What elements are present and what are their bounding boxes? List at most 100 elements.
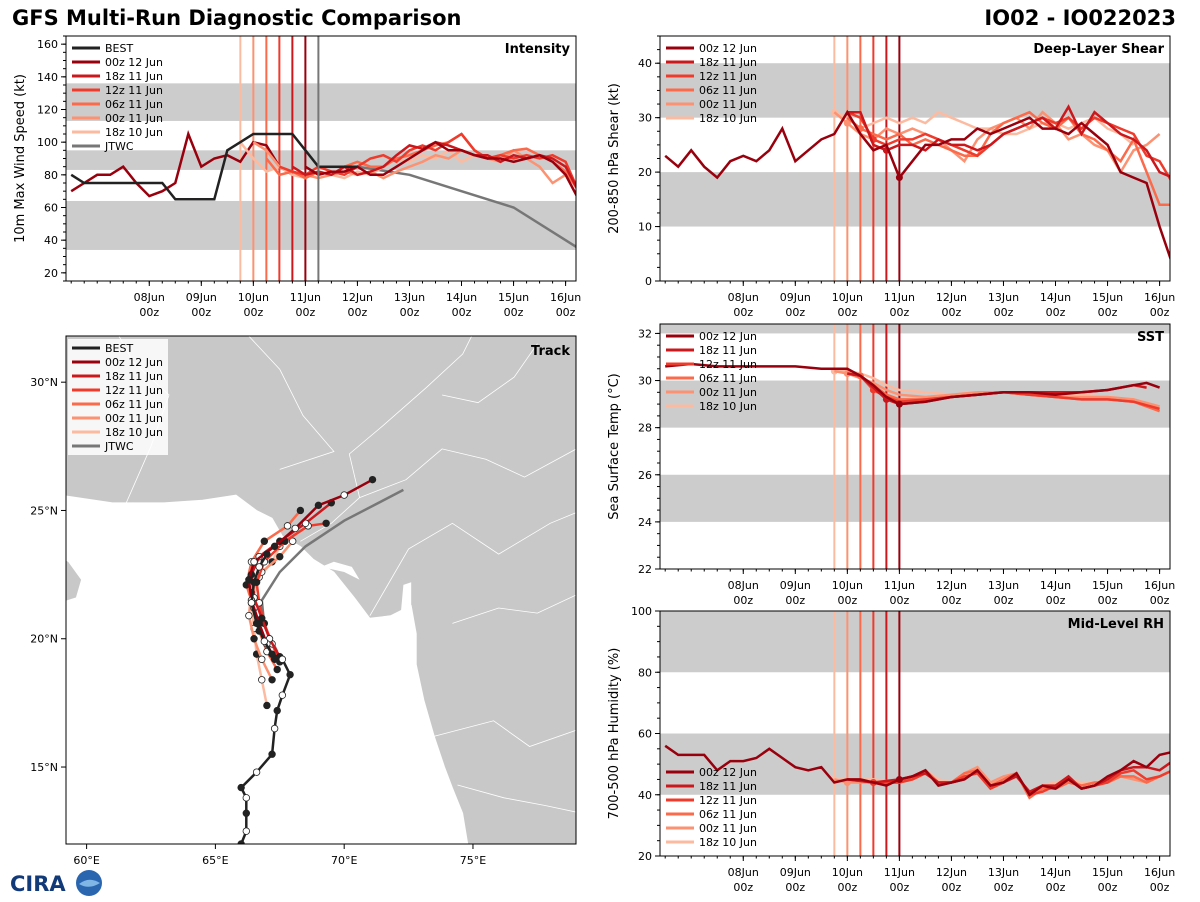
x-tick-label-hour: 00z — [733, 306, 753, 319]
y-axis-label: 200-850 hPa Shear (kt) — [607, 83, 622, 234]
track-point — [301, 519, 310, 527]
x-tick-label-day: 12Jun — [936, 866, 967, 879]
legend-label-run-0: 00z 12 Jun — [699, 766, 757, 779]
x-tick-label-hour: 00z — [1150, 306, 1170, 319]
border-line — [434, 720, 576, 747]
y-tick-label: 100 — [37, 136, 58, 149]
legend-label-best: BEST — [105, 42, 133, 55]
track-point — [250, 635, 258, 643]
x-tick-label-day: 08Jun — [728, 291, 759, 304]
border-line — [369, 512, 576, 616]
x-tick-label-day: 10Jun — [238, 291, 269, 304]
y-tick-label: 80 — [638, 666, 652, 679]
x-tick-label-hour: 00z — [785, 881, 805, 894]
storm-id-title: IO02 - IO022023 — [984, 6, 1176, 30]
panel-title: Mid-Level RH — [1068, 617, 1164, 632]
init-marker — [895, 174, 903, 182]
y-tick-label: 20 — [638, 850, 652, 863]
y-tick-label: 140 — [37, 71, 58, 84]
x-tick-label-day: 10Jun — [832, 579, 863, 592]
y-tick-label: 26 — [638, 469, 652, 482]
track-point — [296, 506, 305, 515]
x-tick-label-hour: 00z — [243, 306, 263, 319]
legend-label-run-5: 18z 10 Jun — [105, 426, 163, 439]
x-tick-label-day: 16Jun — [1144, 866, 1175, 879]
best-track-point — [268, 650, 276, 658]
legend-background — [68, 339, 168, 455]
best-track-point — [255, 563, 263, 571]
x-tick-label-day: 13Jun — [988, 866, 1019, 879]
x-tick-label-hour: 00z — [785, 306, 805, 319]
lat-tick-label: 25°N — [30, 504, 58, 517]
best-track-point — [260, 637, 269, 646]
x-tick-label-day: 16Jun — [550, 291, 581, 304]
track-point — [291, 524, 299, 533]
x-tick-label-hour: 00z — [556, 306, 576, 319]
best-track-point — [242, 794, 251, 802]
x-tick-label-hour: 00z — [733, 594, 753, 607]
track-point — [340, 491, 348, 499]
x-tick-label-day: 13Jun — [394, 291, 425, 304]
y-tick-label: 30 — [638, 375, 652, 388]
x-tick-label-hour: 00z — [1046, 881, 1066, 894]
track-point — [245, 611, 253, 620]
x-tick-label-day: 09Jun — [186, 291, 217, 304]
lat-tick-label: 30°N — [30, 376, 58, 389]
x-tick-label-hour: 00z — [837, 306, 857, 319]
x-tick-label-hour: 00z — [733, 881, 753, 894]
shading-band — [660, 63, 1170, 118]
series-line-run — [239, 141, 515, 180]
legend-label-run-2: 12z 11 Jun — [699, 794, 757, 807]
legend-label-run-5: 18z 10 Jun — [699, 836, 757, 849]
legend-label-run-0: 00z 12 Jun — [105, 56, 163, 69]
shading-band — [66, 150, 576, 170]
shear-panel: 0 10 20 30 40 08Jun 00z 09Jun 00z 10Jun 00z 11Jun 00… — [607, 35, 1175, 319]
best-track-point — [263, 550, 271, 558]
track-point — [270, 542, 279, 551]
track-point — [260, 537, 269, 545]
plot-lines — [70, 130, 576, 249]
border-line — [248, 336, 335, 470]
x-tick-label-day: 16Jun — [1144, 291, 1175, 304]
x-tick-label-hour: 00z — [504, 306, 524, 319]
init-marker — [843, 119, 851, 127]
track-point — [283, 522, 292, 530]
y-tick-label: 24 — [638, 516, 652, 529]
panel-title: Deep-Layer Shear — [1033, 42, 1164, 57]
series-line-run — [833, 110, 1135, 146]
logo-text: CIRA — [10, 872, 66, 896]
x-tick-label-day: 14Jun — [446, 291, 477, 304]
x-tick-label-hour: 00z — [139, 306, 159, 319]
legend-label-run-3: 06z 11 Jun — [699, 84, 757, 97]
border-line — [300, 336, 473, 542]
y-axis-label: 700-500 hPa Humidity (%) — [607, 648, 622, 820]
x-tick-label-hour: 00z — [1098, 594, 1118, 607]
legend-label-run-2: 12z 11 Jun — [105, 384, 163, 397]
legend-label-run-3: 06z 11 Jun — [105, 398, 163, 411]
track-point — [276, 552, 284, 561]
lon-tick-label: 65°E — [202, 854, 228, 867]
map-layer — [66, 336, 576, 844]
series-line-run — [664, 744, 1170, 797]
panel-title: SST — [1137, 330, 1164, 345]
page-title: GFS Multi-Run Diagnostic Comparison — [12, 6, 462, 30]
legend-label-run-2: 12z 11 Jun — [699, 70, 757, 83]
land-mass — [66, 336, 576, 844]
x-tick-label-day: 09Jun — [780, 866, 811, 879]
legend-label-run-4: 00z 11 Jun — [105, 112, 163, 125]
sst-panel: 22 24 26 28 30 32 08Jun 00z 09Jun 00z 10Jun 00z 11Ju… — [607, 323, 1175, 607]
x-tick-label-day: 15Jun — [1092, 291, 1123, 304]
best-track-point — [273, 706, 281, 715]
legend-label-run-4: 00z 11 Jun — [699, 822, 757, 835]
best-track-point — [286, 670, 294, 679]
shading-band — [66, 200, 576, 250]
x-tick-label-hour: 00z — [1046, 594, 1066, 607]
y-tick-label: 28 — [638, 422, 652, 435]
legend-label-run-3: 06z 11 Jun — [105, 98, 163, 111]
shading-band — [660, 324, 1170, 334]
x-tick-label-hour: 00z — [994, 594, 1014, 607]
legend-label-run-1: 18z 11 Jun — [105, 70, 163, 83]
x-tick-label-hour: 00z — [889, 881, 909, 894]
track-point — [263, 701, 271, 710]
